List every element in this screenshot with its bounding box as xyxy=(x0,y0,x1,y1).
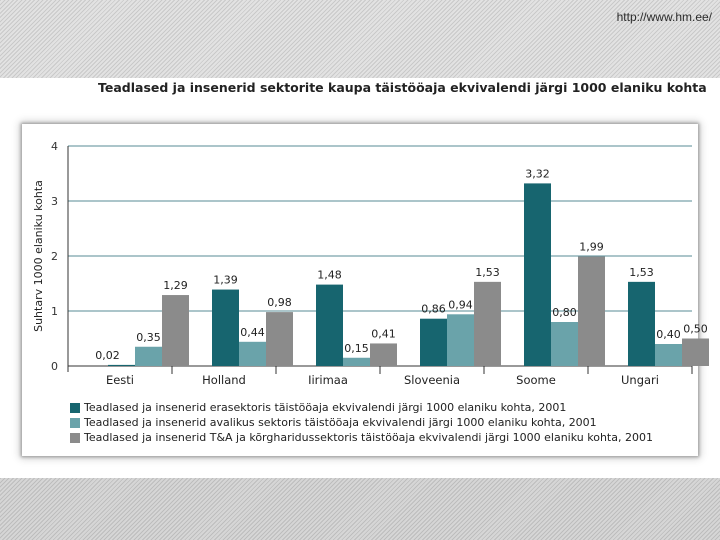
bar-s3-sloveenia xyxy=(474,281,501,366)
data-label: 3,32 xyxy=(525,167,550,180)
data-label: 0,44 xyxy=(240,326,265,339)
source-url[interactable]: http://www.hm.ee/ xyxy=(616,10,712,24)
header-band xyxy=(0,0,720,78)
bar-s1-soome xyxy=(524,183,551,366)
legend-item-private: Teadlased ja insenerid erasektoris täist… xyxy=(70,400,653,415)
data-label: 1,48 xyxy=(317,269,342,282)
bar-s3-eesti xyxy=(162,295,189,366)
y-tick-label: 4 xyxy=(51,140,58,153)
y-tick-label: 1 xyxy=(51,305,58,318)
bar-s3-iirimaa xyxy=(370,343,397,366)
data-label: 0,50 xyxy=(683,323,708,336)
chart-title: Teadlased ja insenerid sektorite kaupa t… xyxy=(98,80,707,95)
data-label: 0,80 xyxy=(552,306,577,319)
data-label: 0,86 xyxy=(421,303,446,316)
data-label: 1,29 xyxy=(163,279,188,292)
bar-s2-soome xyxy=(551,322,578,366)
x-tick-label: Soome xyxy=(516,373,556,387)
legend-label-private: Teadlased ja insenerid erasektoris täist… xyxy=(84,401,567,414)
chart-legend: Teadlased ja insenerid erasektoris täist… xyxy=(70,400,653,445)
legend-label-higher-ed: Teadlased ja insenerid T&A ja kõrgharidu… xyxy=(84,431,653,444)
bar-s2-holland xyxy=(239,341,266,366)
data-label: 0,98 xyxy=(267,296,292,309)
y-axis-title: Suhtarv 1000 elaniku kohta xyxy=(32,180,45,332)
legend-item-higher-ed: Teadlased ja insenerid T&A ja kõrgharidu… xyxy=(70,430,653,445)
legend-item-public: Teadlased ja insenerid avalikus sektoris… xyxy=(70,415,653,430)
bar-s1-holland xyxy=(212,289,239,366)
data-label: 0,40 xyxy=(656,328,681,341)
y-tick-label: 0 xyxy=(51,360,58,373)
bar-s1-ungari xyxy=(628,281,655,366)
y-tick-label: 2 xyxy=(51,250,58,263)
x-tick-label: Eesti xyxy=(106,373,134,387)
bar-s2-sloveenia xyxy=(447,314,474,366)
legend-swatch-higher-ed xyxy=(70,432,80,443)
bar-s1-iirimaa xyxy=(316,284,343,366)
x-tick-label: Iirimaa xyxy=(308,373,348,387)
legend-label-public: Teadlased ja insenerid avalikus sektoris… xyxy=(84,416,597,429)
bar-s3-holland xyxy=(266,312,293,366)
footer-band xyxy=(0,478,720,540)
data-label: 0,15 xyxy=(344,342,369,355)
bar-s2-eesti xyxy=(135,346,162,366)
legend-swatch-public xyxy=(70,417,80,428)
data-label: 0,02 xyxy=(95,349,120,362)
data-label: 0,41 xyxy=(371,327,396,340)
bar-s3-soome xyxy=(578,256,605,366)
bar-s1-sloveenia xyxy=(420,318,447,366)
title-strip xyxy=(0,78,720,118)
data-label: 1,99 xyxy=(579,241,604,254)
bar-s2-ungari xyxy=(655,344,682,366)
bar-s1-eesti xyxy=(108,364,135,366)
y-tick-label: 3 xyxy=(51,195,58,208)
bar-s2-iirimaa xyxy=(343,357,370,366)
data-label: 0,94 xyxy=(448,298,473,311)
legend-swatch-private xyxy=(70,402,80,413)
x-tick-label: Holland xyxy=(202,373,246,387)
x-tick-label: Sloveenia xyxy=(404,373,460,387)
data-label: 1,53 xyxy=(475,266,500,279)
data-label: 0,35 xyxy=(136,331,161,344)
data-label: 1,53 xyxy=(629,266,654,279)
data-label: 1,39 xyxy=(213,274,238,287)
x-tick-label: Ungari xyxy=(621,373,659,387)
bar-s3-ungari xyxy=(682,338,709,366)
